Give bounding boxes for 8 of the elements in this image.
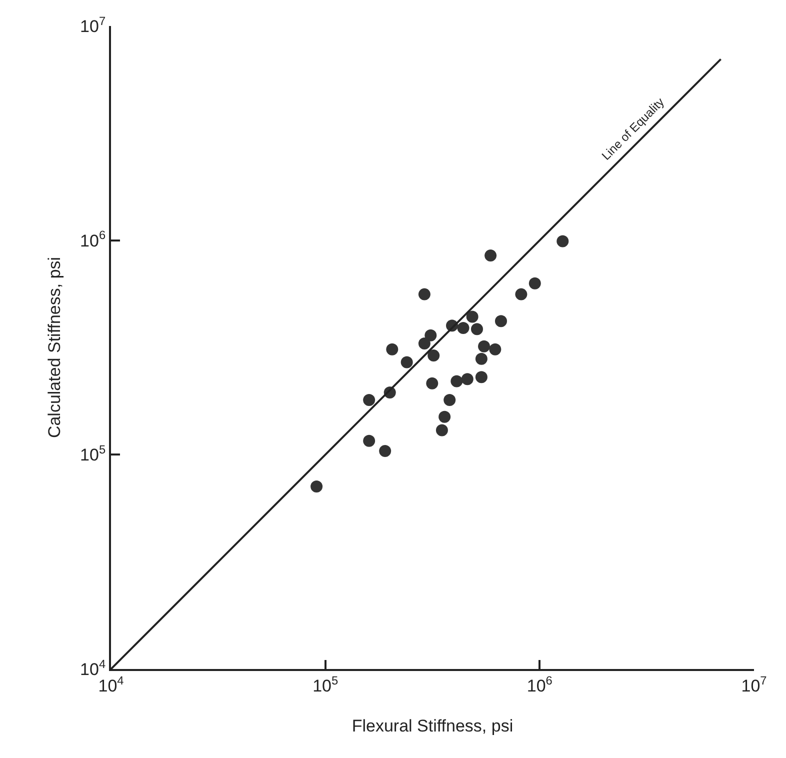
y-tick-label: 10$^{6}$ [80,228,106,250]
x-tick-label: 10$^{5}$ [312,673,338,696]
x-axis-title: Flexural Stiffness, psi [352,716,514,736]
y-tick-label: 10$^{5}$ [80,442,106,465]
y-axis-title: Calculated Stiffness, psi [45,256,64,438]
x-tick-label: 10$^{6}$ [526,673,553,696]
x-tick-label: 10$^{7}$ [741,673,768,696]
y-tick-label: 10$^{7}$ [80,14,106,36]
